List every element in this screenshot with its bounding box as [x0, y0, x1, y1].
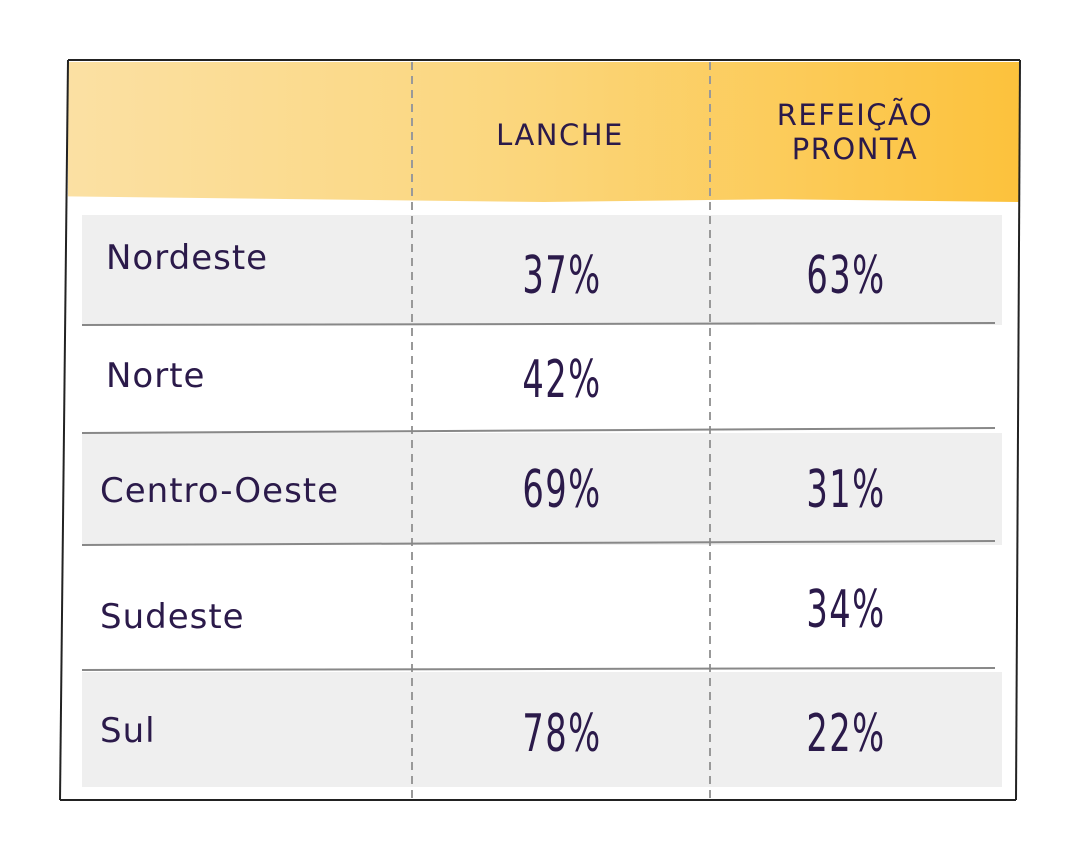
column-header-refeicao-pronta: REFEIÇÃO PRONTA — [735, 98, 975, 166]
value-refeicao-nordeste: 63% — [806, 246, 886, 306]
column-header-lanche: LANCHE — [496, 118, 624, 152]
table-header-band — [68, 62, 1020, 202]
region-label-norte: Norte — [106, 356, 206, 396]
row-shade-centro-oeste — [82, 433, 1002, 545]
value-refeicao-centro-oeste: 31% — [806, 460, 886, 520]
region-label-centro-oeste: Centro-Oeste — [100, 471, 340, 511]
value-refeicao-sudeste: 34% — [806, 580, 886, 640]
value-lanche-sul: 78% — [522, 704, 602, 764]
row-shade-sul — [82, 672, 1002, 787]
column-header-refeicao-line1: REFEIÇÃO — [776, 98, 934, 132]
column-header-refeicao-line2: PRONTA — [791, 132, 919, 166]
value-lanche-nordeste: 37% — [522, 246, 602, 306]
region-label-sul: Sul — [100, 711, 156, 751]
region-label-sudeste: Sudeste — [100, 597, 245, 637]
value-refeicao-sul: 22% — [806, 704, 886, 764]
region-label-nordeste: Nordeste — [106, 238, 269, 278]
value-lanche-norte: 42% — [522, 350, 602, 410]
value-lanche-centro-oeste: 69% — [522, 460, 602, 520]
row-shade-nordeste — [82, 215, 1002, 325]
